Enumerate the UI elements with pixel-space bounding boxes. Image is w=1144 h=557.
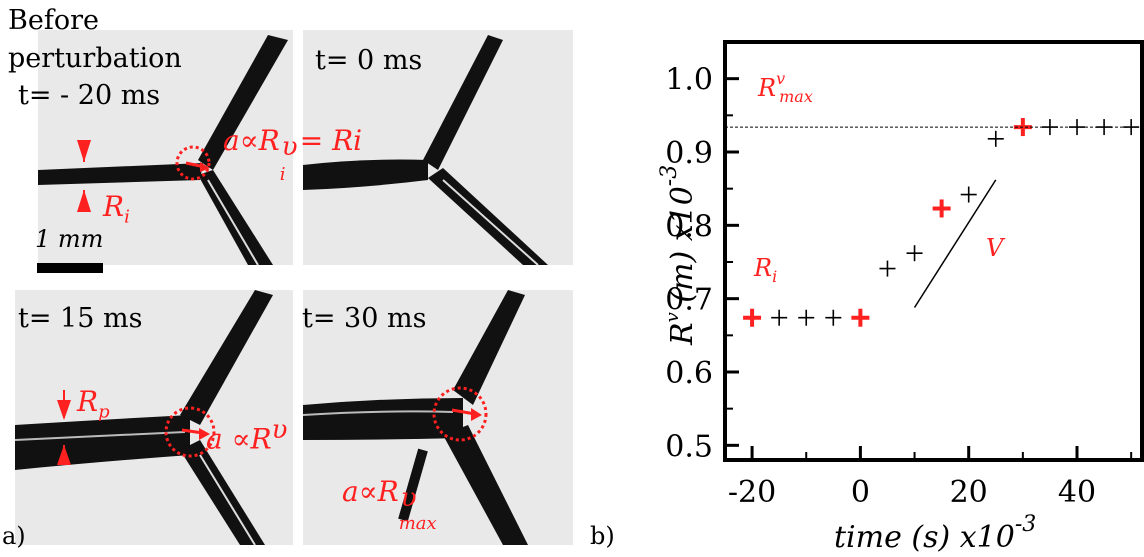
y-tick-label: 0.9 bbox=[665, 136, 713, 171]
frame-image bbox=[302, 290, 573, 545]
a-prop-ri-label: a∝R υ i = Ri bbox=[223, 124, 363, 185]
x-tick-label: 0 bbox=[851, 475, 870, 510]
y-tick-label: 0.6 bbox=[665, 356, 713, 391]
frame-t-15 bbox=[14, 290, 293, 546]
v-label: V bbox=[986, 234, 1006, 262]
ri-label: Ri bbox=[103, 190, 130, 228]
scale-bar-label: 1 mm bbox=[35, 225, 104, 253]
ri-main: R bbox=[103, 190, 125, 223]
highlight-point bbox=[851, 308, 870, 327]
frame-label-perturbation: perturbation bbox=[8, 43, 182, 74]
slope-line bbox=[913, 179, 997, 308]
data-point bbox=[1096, 119, 1113, 136]
a-prop-rv-main: a ∝R bbox=[206, 422, 272, 456]
a-prop-rv-label: a ∝Rυ bbox=[206, 415, 287, 455]
rp-sub: p bbox=[98, 401, 110, 423]
ri-label: Ri bbox=[753, 254, 777, 286]
frame-label-before: Before bbox=[8, 5, 99, 36]
ri-sub: i bbox=[124, 206, 130, 228]
plot-frame bbox=[723, 40, 1144, 462]
rp-label: Rp bbox=[77, 385, 110, 423]
x-axis-title: time (s) x10-3 bbox=[834, 512, 1036, 555]
a-prop-rvmax-sub: max bbox=[398, 513, 437, 534]
data-point bbox=[960, 186, 977, 203]
frame-time-t-minus-20: t= - 20 ms bbox=[18, 80, 161, 111]
frame-t-30 bbox=[302, 290, 573, 545]
frame-image bbox=[303, 30, 573, 266]
frame-time-t-15: t= 15 ms bbox=[18, 303, 143, 334]
panel-b-letter: b) bbox=[590, 522, 615, 550]
a-prop-rvmax-label: a∝R υ max bbox=[342, 475, 439, 534]
x-tick-label: -20 bbox=[728, 475, 776, 510]
panel-a: Before perturbation t= - 20 ms t= 0 ms t… bbox=[2, 5, 573, 550]
data-point bbox=[906, 245, 923, 262]
a-prop-ri-main: a∝R bbox=[223, 124, 280, 157]
a-prop-rv-sup: υ bbox=[271, 415, 288, 445]
y-tick-label: 1.0 bbox=[665, 63, 713, 98]
highlight-point bbox=[743, 308, 762, 327]
a-prop-ri-sup: υ bbox=[281, 132, 298, 162]
a-prop-ri-eq: = Ri bbox=[299, 124, 363, 157]
frame-time-t-0: t= 0 ms bbox=[315, 45, 423, 76]
x-tick-label: 40 bbox=[1058, 475, 1096, 510]
rvmax-label: Rv max bbox=[757, 69, 813, 106]
a-prop-rvmax-sup: υ bbox=[400, 483, 417, 513]
frame-t-0 bbox=[303, 30, 573, 266]
y-axis-title: Rv (m) x10-3 bbox=[657, 165, 700, 346]
scale-bar bbox=[37, 263, 103, 273]
y-tick-label: 0.8 bbox=[665, 209, 713, 244]
rp-main: R bbox=[77, 385, 99, 418]
frame-image bbox=[14, 290, 293, 546]
panel-a-annotations bbox=[37, 140, 488, 465]
highlight-point bbox=[932, 199, 951, 218]
frame-time-t-30: t= 30 ms bbox=[302, 303, 427, 334]
a-prop-ri-sub: i bbox=[279, 164, 286, 185]
data-point bbox=[771, 309, 788, 326]
data-point bbox=[987, 130, 1004, 147]
y-tick-label: 0.7 bbox=[665, 283, 713, 318]
data-point bbox=[825, 309, 842, 326]
panel-a-letter: a) bbox=[2, 522, 26, 550]
data-point bbox=[798, 309, 815, 326]
y-tick-label: 0.5 bbox=[665, 429, 713, 464]
a-prop-rvmax-main: a∝R bbox=[342, 475, 399, 508]
data-point bbox=[879, 260, 896, 277]
x-tick-label: 20 bbox=[950, 475, 988, 510]
